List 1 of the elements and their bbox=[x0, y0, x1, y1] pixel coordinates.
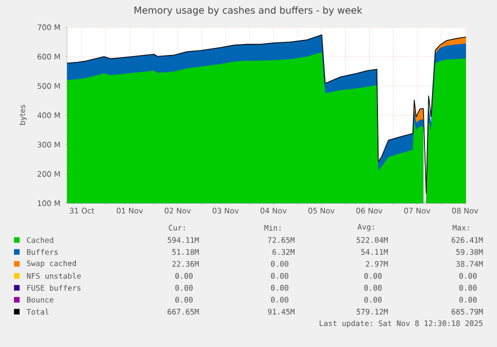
chart-title: Memory usage by cashes and buffers - by week bbox=[134, 6, 362, 16]
